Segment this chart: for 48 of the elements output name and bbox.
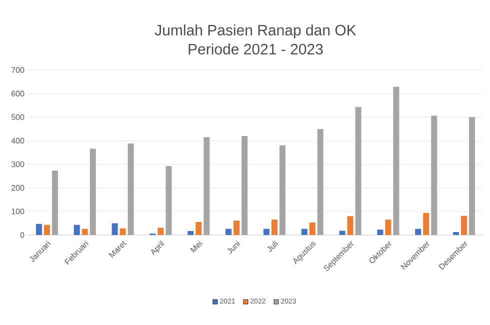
bar <box>339 230 346 236</box>
y-tick-label: 400 <box>11 138 24 144</box>
bar <box>82 228 88 236</box>
bar <box>52 170 58 236</box>
y-tick-label: 600 <box>12 90 24 96</box>
bar <box>423 212 430 236</box>
bar <box>271 220 278 236</box>
y-tick-label: 200 <box>12 185 24 191</box>
bar <box>431 116 438 236</box>
bar <box>242 136 248 236</box>
bar <box>385 220 392 236</box>
bar <box>317 129 324 236</box>
y-tick-label: 300 <box>11 161 24 168</box>
bar <box>90 148 96 236</box>
x-tick-label: Juni <box>228 240 240 254</box>
bar <box>415 228 422 236</box>
bar <box>279 145 286 236</box>
bar <box>377 230 384 236</box>
bar <box>196 222 202 236</box>
bar <box>120 228 126 236</box>
bar <box>355 107 362 236</box>
bar <box>453 232 460 236</box>
bar <box>461 216 468 236</box>
bar <box>44 224 50 236</box>
bar <box>301 228 308 236</box>
bar <box>234 220 240 236</box>
x-tick-label: Juli <box>267 240 278 252</box>
bar <box>158 228 164 236</box>
bar <box>204 137 210 236</box>
y-tick-label: 100 <box>12 208 24 214</box>
bar <box>112 223 118 236</box>
bar <box>263 228 270 236</box>
x-tick-label: Mei <box>190 240 202 253</box>
chart-title: Jumlah Pasien Ranap dan OK <box>154 24 356 38</box>
bar <box>469 117 476 236</box>
y-tick-label: 0 <box>20 232 24 238</box>
bar <box>128 144 134 236</box>
bar <box>36 224 42 236</box>
bar <box>393 86 400 236</box>
y-tick-label: 700 <box>12 67 24 73</box>
bar <box>309 222 316 236</box>
bar <box>226 228 232 236</box>
y-tick-label: 500 <box>11 114 24 120</box>
bar <box>74 224 80 236</box>
bar <box>347 216 354 236</box>
bar <box>166 166 172 236</box>
bar <box>188 230 194 236</box>
chart-subtitle: Periode 2021 - 2023 <box>188 43 323 54</box>
